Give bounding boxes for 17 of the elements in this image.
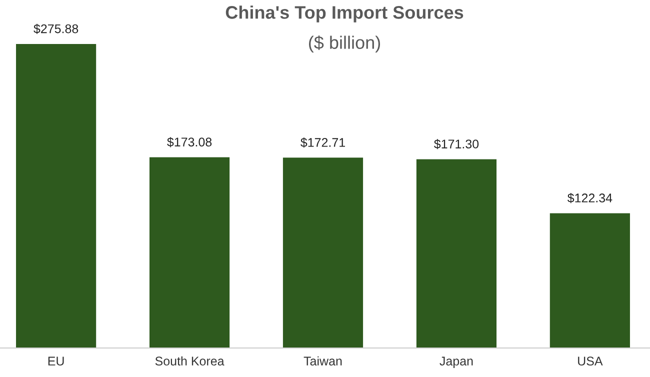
bar [416,159,497,348]
chart-subtitle: ($ billion) [308,35,380,53]
bar [550,213,630,348]
x-tick-label: South Korea [155,356,224,366]
data-label: $275.88 [34,24,78,34]
bar [149,157,230,348]
bar [282,158,364,348]
data-label: $173.08 [167,137,212,148]
x-tick-label: USA [578,356,603,366]
chart-title: China's Top Import Sources [226,6,464,22]
data-label: $172.71 [300,138,345,148]
x-tick-label: Japan [440,356,473,368]
data-label: $171.30 [434,139,479,150]
bar [16,44,96,348]
x-tick-label: EU [48,356,64,366]
x-tick-label: Taiwan [304,356,342,366]
data-label: $122.34 [567,193,612,204]
